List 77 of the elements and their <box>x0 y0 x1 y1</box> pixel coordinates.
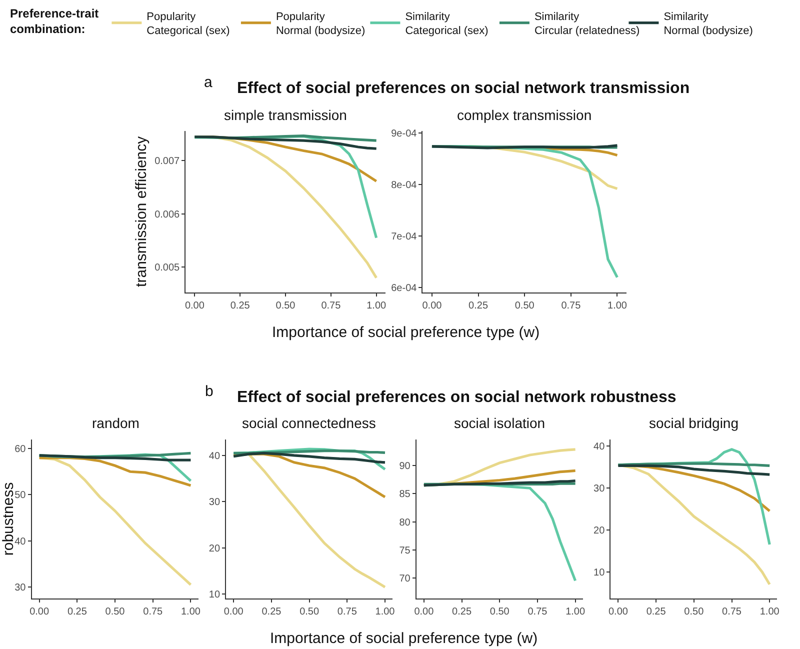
x-tick-label: 0.75 <box>143 606 164 618</box>
line-series <box>38 456 192 586</box>
x-tick-label: 0.25 <box>262 606 282 618</box>
y-tick-label: 10 <box>594 567 606 578</box>
y-tick-label: 50 <box>14 490 26 502</box>
text: b <box>205 383 214 400</box>
y-tick-label: 0.007 <box>154 156 180 167</box>
y-tick-label: 40 <box>14 536 26 548</box>
x-tick-label: 1.00 <box>375 606 396 618</box>
legend-label: Popularity Normal (bodysize) <box>276 10 366 38</box>
chart-title: social bridging <box>649 415 738 431</box>
x-tick-label: 1.00 <box>760 606 780 618</box>
line-series <box>616 464 771 476</box>
x-tick-label: 0.50 <box>514 300 535 312</box>
x-tick-label: 0.00 <box>30 606 50 618</box>
x-tick-label: 1.00 <box>366 300 387 312</box>
x-tick-label: 0.75 <box>561 300 582 312</box>
y-tick-label: 40 <box>208 450 220 462</box>
x-tick-label: 0.00 <box>608 606 628 618</box>
x-tick-label: 0.50 <box>105 606 126 618</box>
x-axis-title: Importance of social preference type (w) <box>270 630 538 647</box>
y-tick-label: 70 <box>399 573 411 584</box>
y-tick-label: 80 <box>399 517 411 528</box>
legend-title: Preference-trait combination: <box>10 6 99 36</box>
y-tick-label: 40 <box>594 442 606 453</box>
chart-title: social isolation <box>454 415 546 431</box>
chart-title: simple transmission <box>224 107 347 123</box>
y-tick-label: 60 <box>14 444 26 456</box>
y-tick-label: 0.005 <box>154 262 180 274</box>
text: Effect of social preferences on social network robustness <box>237 389 676 406</box>
x-tick-label: 0.75 <box>321 300 342 312</box>
x-tick-label: 0.50 <box>300 606 320 618</box>
text: Effect of social preferences on social network transmission <box>237 80 690 97</box>
y-tick-label: 0.006 <box>154 209 180 220</box>
x-tick-label: 0.50 <box>276 300 296 312</box>
x-tick-label: 0.50 <box>490 606 510 618</box>
y-tick-label: 30 <box>594 483 606 494</box>
y-tick-label: 75 <box>399 545 411 556</box>
x-tick-label: 0.50 <box>684 606 704 618</box>
legend-label: Similarity Categorical (sex) <box>405 10 488 38</box>
y-tick-label: 10 <box>208 590 220 601</box>
x-tick-label: 1.00 <box>566 606 586 618</box>
y-tick-label: 90 <box>399 461 411 472</box>
legend-label: Popularity Categorical (sex) <box>146 10 230 38</box>
line-series <box>232 452 386 464</box>
y-tick-label: 9e-04 <box>391 128 418 140</box>
x-tick-label: 0.75 <box>337 606 358 618</box>
text: a <box>204 74 213 91</box>
x-tick-label: 0.25 <box>646 606 666 618</box>
chart-title: social connectedness <box>242 415 376 431</box>
x-tick-label: 0.00 <box>414 606 434 618</box>
chart-title: complex transmission <box>457 107 592 123</box>
y-tick-label: 8e-04 <box>391 180 418 192</box>
x-tick-label: 0.00 <box>224 606 244 618</box>
x-tick-label: 0.25 <box>230 300 250 312</box>
y-tick-label: 30 <box>14 582 26 594</box>
x-tick-label: 1.00 <box>608 300 628 312</box>
x-tick-label: 0.00 <box>184 300 205 312</box>
x-tick-label: 0.25 <box>468 300 488 312</box>
y-tick-label: 7e-04 <box>391 232 418 243</box>
x-tick-label: 0.25 <box>452 606 472 618</box>
x-tick-label: 0.25 <box>67 606 88 618</box>
y-tick-label: 20 <box>594 525 606 536</box>
x-tick-label: 0.75 <box>528 606 548 618</box>
x-tick-label: 0.00 <box>422 300 442 312</box>
x-tick-label: 0.75 <box>722 606 742 618</box>
y-tick-label: 20 <box>208 543 220 554</box>
y-tick-label: 85 <box>399 489 411 500</box>
y-tick-label: 30 <box>208 497 220 508</box>
y-tick-label: 6e-04 <box>391 283 418 294</box>
x-axis-title: Importance of social preference type (w) <box>272 324 540 341</box>
chart-title: random <box>92 415 140 431</box>
y-axis-title: transmission efficiency <box>132 136 150 287</box>
legend-label: Similarity Circular (relatedness) <box>534 10 640 38</box>
line-series <box>193 136 378 150</box>
legend-label: Similarity Normal (bodysize) <box>664 10 753 38</box>
x-tick-label: 1.00 <box>180 606 201 618</box>
